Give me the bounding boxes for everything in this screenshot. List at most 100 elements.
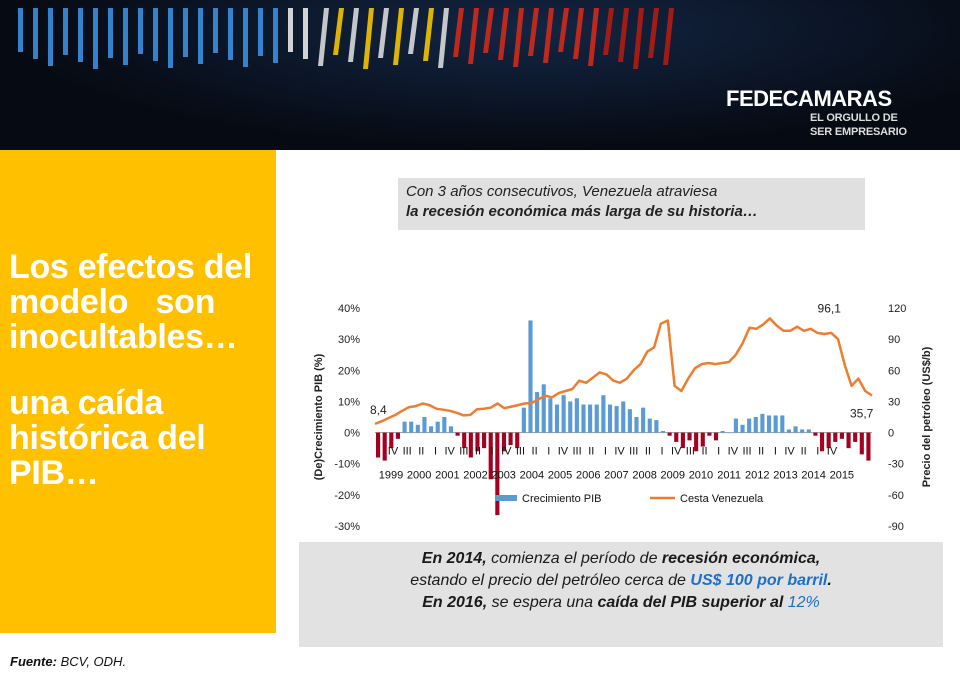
gdp-bar [660,431,666,433]
headline-line: PIB… [9,454,99,492]
quarter-label: III [742,446,751,458]
gdp-bar [448,426,454,433]
gdp-bar [766,415,772,433]
gdp-bar [521,407,526,433]
gdp-bar [515,432,520,449]
gdp-bar [376,432,381,458]
gdp-bar [866,432,871,461]
brand-tagline-line-2: SER EMPRESARIO [810,126,907,138]
stripe [438,8,449,68]
summary-text: estando el precio del petróleo cerca de [410,572,691,589]
oil-price-line [374,317,873,426]
year-label: 2004 [520,470,544,482]
gdp-bar [780,415,785,433]
y-left-tick-label: -30% [334,521,360,533]
quarter-label: II [801,446,807,458]
year-label: 2011 [717,470,741,482]
stripe [123,8,128,65]
quarter-label: III [516,446,525,458]
stripe [603,8,614,55]
gdp-bar [747,418,752,433]
gdp-bar [495,432,500,516]
gdp-bar [667,432,672,436]
y-left-tick-label: -10% [334,459,360,471]
gdp-bar [713,432,719,441]
gdp-bar [501,432,507,452]
stripe [93,8,98,69]
quarter-label: II [701,446,707,458]
stripe [633,8,644,69]
y-left-tick-label: 20% [338,365,360,377]
gdp-bar [813,432,818,436]
gdp-bar [654,420,659,433]
stripe [273,8,278,63]
stripe [453,8,464,57]
gdp-bar [859,432,864,455]
quarter-label: III [629,446,638,458]
stripe [588,8,599,66]
y-left-tick-label: 30% [338,334,360,346]
summary-line-1: En 2014, comienza el período de recesión… [299,548,943,570]
stripe [78,8,83,62]
stripe [378,8,389,58]
chart-background [300,296,940,536]
y-right-axis-title: Precio del petróleo (US$/b) [921,346,933,487]
year-label: 2009 [661,470,685,482]
gdp-bar [700,432,705,447]
y-right-tick-label: 30 [888,396,900,408]
summary-line-2: estando el precio del petróleo cerca de … [410,572,832,589]
gdp-bar [462,432,467,449]
gdp-bar [601,395,606,433]
stripe [243,8,248,67]
gdp-bar [680,432,685,449]
y-right-tick-label: 120 [888,303,906,315]
stripe [108,8,113,58]
stripe [303,8,308,59]
quarter-label: I [547,446,550,458]
legend-label-oil: Cesta Venezuela [680,493,764,505]
gdp-bar [694,432,699,452]
gdp-bar [535,392,540,433]
headline-line: modelo son [9,283,216,321]
gdp-bar [468,432,473,458]
summary-text: se espera una [487,594,598,611]
y-right-tick-label: 90 [888,334,900,346]
quarter-label: IV [784,446,795,458]
stripe [183,8,188,57]
quarter-label: IV [444,446,455,458]
quarter-label: I [491,446,494,458]
gdp-bar [528,320,533,433]
gdp-bar [727,432,732,434]
stripe [543,8,554,63]
gdp-bar [846,432,851,449]
gdp-bar [614,406,619,433]
gdp-bar [382,432,387,461]
quarter-label: IV [827,446,838,458]
stripe [363,8,374,69]
callout-line-2: la recesión económica más larga de su hi… [406,203,758,220]
gdp-bar [488,432,493,480]
quarter-label: IV [558,446,569,458]
stripe [318,8,329,66]
summary-gdp-drop: caída del PIB superior al [597,594,788,611]
stripe [558,8,569,52]
year-label: 2014 [801,470,825,482]
summary-year-2016: En 2016, [422,594,488,611]
gdp-bar [435,421,440,433]
gdp-bar [455,432,460,436]
year-label: 2003 [491,470,515,482]
year-label: 2005 [548,470,572,482]
stripe [663,8,674,65]
year-label: 1999 [379,470,403,482]
stripe [33,8,38,59]
gdp-bar [819,432,825,452]
gdp-bar [561,395,566,433]
quarter-label: IV [614,446,625,458]
stripe [198,8,203,64]
gdp-bar [409,421,414,433]
quarter-label: I [816,446,819,458]
gdp-oil-chart: 40% 30% 20% 10% 0% -10% -20% -30% 120 90 60 30 0 -30 -… [300,296,940,536]
y-left-tick-label: -20% [334,490,360,502]
stripe [648,8,659,58]
gdp-bar [389,432,394,449]
